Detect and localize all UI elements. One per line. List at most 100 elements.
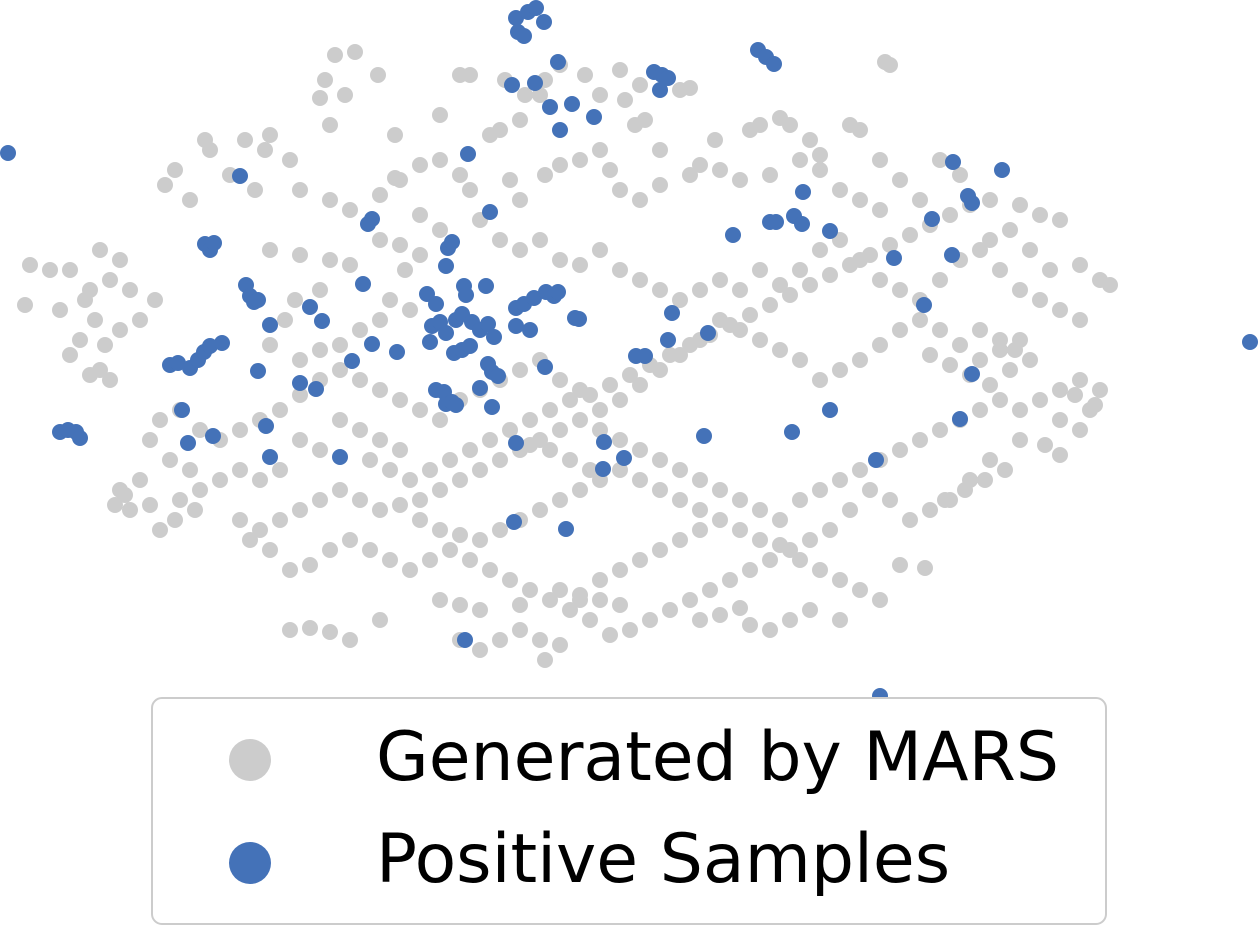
point-generated	[247, 182, 263, 198]
point-generated	[532, 502, 548, 518]
point-generated	[442, 542, 458, 558]
point-generated	[812, 242, 828, 258]
point-generated	[872, 592, 888, 608]
point-generated	[1072, 372, 1088, 388]
point-generated	[392, 442, 408, 458]
point-generated	[772, 537, 788, 553]
point-generated	[612, 262, 628, 278]
point-positive	[202, 338, 218, 354]
point-generated	[132, 472, 148, 488]
point-generated	[97, 337, 113, 353]
point-generated	[852, 122, 868, 138]
point-generated	[72, 332, 88, 348]
point-generated	[707, 132, 723, 148]
point-generated	[432, 152, 448, 168]
point-generated	[1042, 262, 1058, 278]
point-positive	[458, 287, 474, 303]
point-generated	[892, 172, 908, 188]
point-positive	[0, 145, 16, 161]
point-generated	[112, 322, 128, 338]
point-generated	[672, 532, 688, 548]
point-generated	[292, 352, 308, 368]
point-positive	[486, 329, 502, 345]
point-generated	[362, 452, 378, 468]
point-generated	[292, 432, 308, 448]
point-generated	[722, 572, 738, 588]
point-generated	[832, 572, 848, 588]
point-generated	[492, 632, 508, 648]
point-generated	[242, 532, 258, 548]
point-generated	[902, 227, 918, 243]
point-generated	[612, 62, 628, 78]
point-generated	[182, 462, 198, 478]
point-generated	[632, 377, 648, 393]
point-generated	[542, 442, 558, 458]
point-generated	[642, 612, 658, 628]
point-generated	[612, 597, 628, 613]
point-generated	[257, 142, 273, 158]
point-generated	[662, 602, 678, 618]
point-generated	[492, 122, 508, 138]
point-generated	[382, 292, 398, 308]
point-generated	[122, 282, 138, 298]
point-generated	[632, 552, 648, 568]
point-positive	[964, 195, 980, 211]
point-positive	[364, 336, 380, 352]
point-generated	[802, 532, 818, 548]
point-generated	[432, 592, 448, 608]
point-generated	[352, 372, 368, 388]
point-generated	[317, 72, 333, 88]
point-generated	[637, 112, 653, 128]
point-generated	[1052, 447, 1068, 463]
point-generated	[552, 372, 568, 388]
point-generated	[482, 432, 498, 448]
point-generated	[772, 512, 788, 528]
point-generated	[322, 624, 338, 640]
legend-label-generated: Generated by MARS	[376, 718, 1059, 797]
point-generated	[370, 67, 386, 83]
point-generated	[147, 292, 163, 308]
point-positive	[924, 211, 940, 227]
point-generated	[232, 462, 248, 478]
point-generated	[732, 172, 748, 188]
point-positive	[355, 276, 371, 292]
point-generated	[892, 557, 908, 573]
point-generated	[232, 422, 248, 438]
point-generated	[157, 177, 173, 193]
point-generated	[347, 44, 363, 60]
point-positive	[389, 344, 405, 360]
point-generated	[372, 382, 388, 398]
point-generated	[612, 432, 628, 448]
point-generated	[102, 272, 118, 288]
point-generated	[372, 187, 388, 203]
point-generated	[332, 482, 348, 498]
legend: Generated by MARS Positive Samples	[151, 697, 1107, 925]
point-generated	[1032, 292, 1048, 308]
point-generated	[537, 652, 553, 668]
point-generated	[712, 482, 728, 498]
point-generated	[832, 612, 848, 628]
point-generated	[432, 482, 448, 498]
point-generated	[812, 562, 828, 578]
point-positive	[250, 292, 266, 308]
point-generated	[582, 462, 598, 478]
point-generated	[972, 402, 988, 418]
point-generated	[492, 522, 508, 538]
point-generated	[412, 492, 428, 508]
point-generated	[1007, 342, 1023, 358]
point-generated	[682, 167, 698, 183]
point-generated	[1037, 437, 1053, 453]
point-generated	[742, 617, 758, 633]
point-generated	[442, 452, 458, 468]
point-generated	[542, 402, 558, 418]
point-generated	[212, 472, 228, 488]
legend-marker-generated	[229, 739, 271, 781]
point-generated	[632, 192, 648, 208]
point-generated	[282, 562, 298, 578]
point-generated	[342, 257, 358, 273]
point-generated	[1072, 422, 1088, 438]
point-positive	[484, 399, 500, 415]
point-positive	[652, 82, 668, 98]
point-generated	[372, 432, 388, 448]
